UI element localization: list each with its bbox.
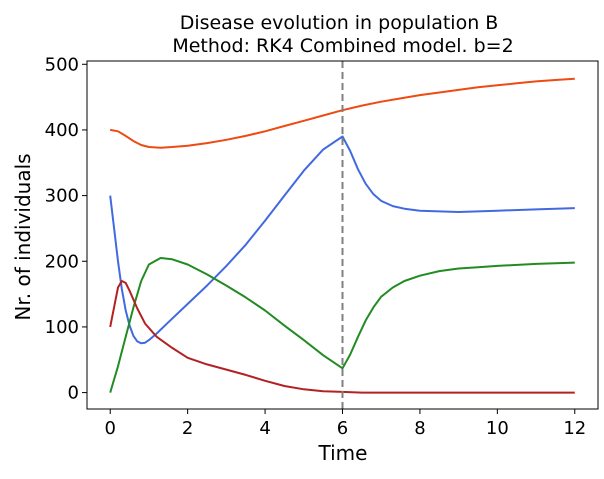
y-tick-label: 100 [45,317,79,338]
series-line-2 [109,135,575,345]
x-tick-label: 8 [414,418,425,439]
y-axis-label: Nr. of individuals [11,153,35,320]
y-tick-label: 500 [45,54,79,75]
series-line-3 [109,257,575,393]
x-tick-label: 12 [563,418,586,439]
chart-subtitle: Method: RK4 Combined model. b=2 [172,35,513,57]
x-tick-label: 6 [337,418,348,439]
y-tick-label: 0 [68,383,79,404]
chart-title: Disease evolution in population B [180,12,499,34]
series-line-4 [109,280,575,394]
x-tick-label: 2 [182,418,193,439]
plot-area: 0 2 4 6 8 10 12 0 100 200 300 400 500 [45,54,599,439]
y-tick-label: 400 [45,120,79,141]
x-axis-label: Time [318,441,368,465]
x-tick-label: 10 [486,418,509,439]
x-tick-label: 0 [105,418,116,439]
series-line-1 [110,77,575,149]
plot-frame [86,60,599,410]
y-tick-label: 200 [45,251,79,272]
x-tick-label: 4 [259,418,270,439]
y-tick-label: 300 [45,186,79,207]
